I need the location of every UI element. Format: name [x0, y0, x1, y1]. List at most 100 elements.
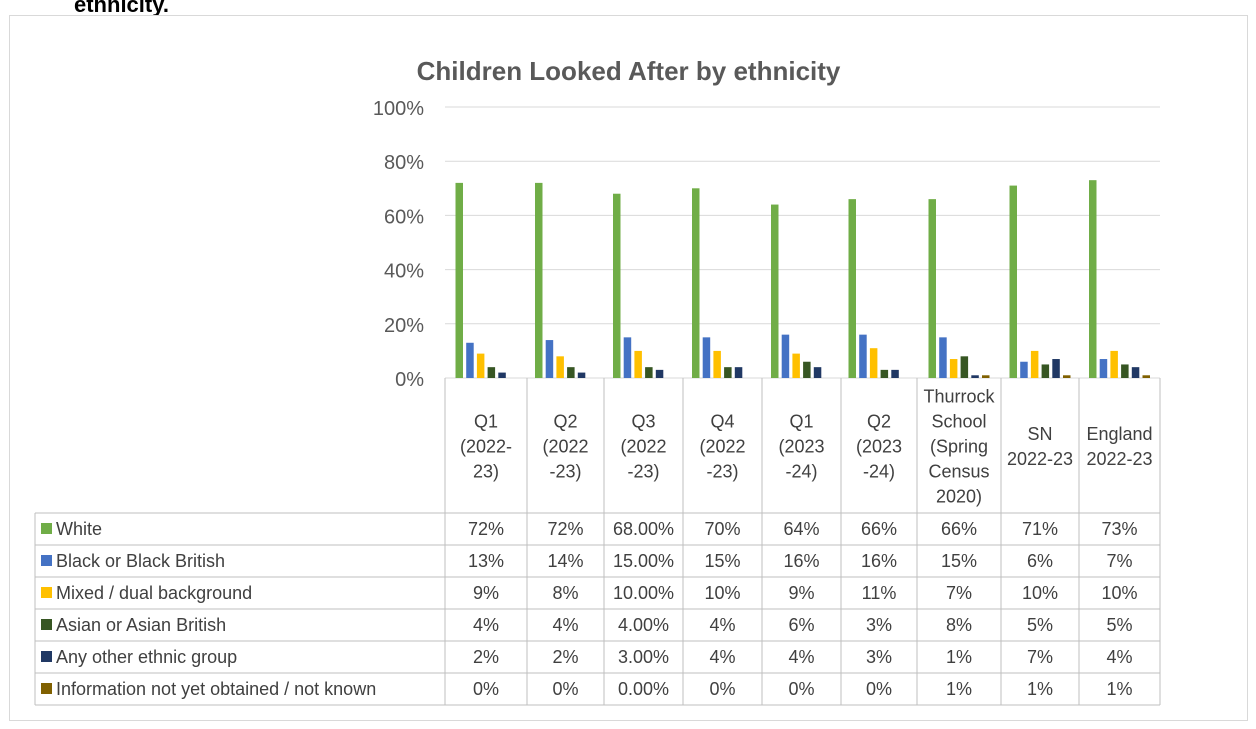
category-label: SN	[1027, 424, 1052, 444]
category-label: England	[1086, 424, 1152, 444]
data-label: 11%	[862, 583, 897, 603]
data-label: 4%	[709, 647, 735, 667]
bar	[1030, 350, 1039, 378]
data-label: 4%	[709, 615, 735, 635]
data-label: 15.00%	[613, 551, 674, 571]
category-label: -23)	[549, 462, 581, 482]
bar	[1041, 364, 1050, 378]
bar	[949, 359, 958, 378]
category-label: 2020)	[936, 487, 982, 507]
bar	[476, 353, 485, 378]
category-label: Q2	[867, 412, 891, 432]
legend-key	[41, 683, 52, 694]
bar	[577, 372, 586, 378]
legend-key	[41, 587, 52, 598]
bar	[792, 353, 800, 378]
bars	[455, 180, 1150, 378]
category-label: (2022	[620, 437, 666, 457]
data-label: 3.00%	[618, 647, 669, 667]
category-label: Q3	[631, 412, 655, 432]
data-label: 72%	[468, 519, 504, 539]
data-label: 9%	[473, 583, 499, 603]
bar	[848, 199, 856, 378]
data-label: 73%	[1101, 519, 1137, 539]
category-label: -24)	[785, 462, 817, 482]
data-label: 10%	[1022, 583, 1058, 603]
data-label: 7%	[946, 583, 972, 603]
bar	[803, 361, 811, 378]
bar	[567, 367, 575, 378]
data-label: 15%	[704, 551, 740, 571]
bar	[960, 356, 969, 378]
bar	[613, 193, 621, 378]
category-label: 2022-23	[1086, 449, 1152, 469]
category-label: School	[931, 412, 986, 432]
category-label: (2022-	[460, 437, 512, 457]
data-label: 66%	[941, 519, 977, 539]
bar	[545, 340, 554, 378]
category-label: (2022	[542, 437, 588, 457]
bar	[692, 188, 700, 378]
category-label: 2022-23	[1007, 449, 1073, 469]
data-label: 14%	[547, 551, 583, 571]
bar	[645, 367, 653, 378]
bar	[1063, 375, 1071, 378]
category-label: (2022	[699, 437, 745, 457]
data-label: 0%	[709, 679, 735, 699]
data-label: 4%	[552, 615, 578, 635]
data-label: 0%	[552, 679, 578, 699]
legend-label: Asian or Asian British	[56, 615, 226, 635]
bar	[455, 182, 463, 378]
data-label: 3%	[866, 647, 892, 667]
y-tick-label: 80%	[384, 152, 424, 174]
bar	[623, 337, 632, 378]
data-label: 8%	[552, 583, 578, 603]
bar	[535, 182, 543, 378]
legend-key	[41, 523, 52, 534]
data-label: 66%	[861, 519, 897, 539]
legend-label: Black or Black British	[56, 551, 225, 571]
y-tick-label: 60%	[384, 206, 424, 228]
bar	[891, 369, 899, 378]
data-label: 0%	[788, 679, 814, 699]
bar	[1099, 359, 1108, 378]
bar	[859, 334, 867, 378]
category-label: -24)	[863, 462, 895, 482]
bar	[498, 372, 506, 378]
y-tick-label: 20%	[384, 315, 424, 337]
bar	[1089, 180, 1097, 378]
category-label: -23)	[706, 462, 738, 482]
bar	[971, 375, 979, 378]
data-label: 3%	[866, 615, 892, 635]
data-label: 16%	[783, 551, 819, 571]
data-label: 7%	[1027, 647, 1053, 667]
data-label: 13%	[468, 551, 504, 571]
data-label: 2%	[552, 647, 578, 667]
bar	[634, 350, 642, 378]
category-label: -23)	[627, 462, 659, 482]
data-label: 8%	[946, 615, 972, 635]
bar	[466, 342, 474, 378]
bar	[713, 350, 721, 378]
data-label: 15%	[941, 551, 977, 571]
data-label: 71%	[1022, 519, 1058, 539]
bar	[939, 337, 947, 378]
bar	[556, 356, 564, 378]
bar	[702, 337, 711, 378]
data-label: 0%	[866, 679, 892, 699]
bar	[734, 367, 743, 378]
category-label: (2023	[856, 437, 902, 457]
bar	[1052, 359, 1060, 378]
bar	[869, 348, 878, 378]
data-label: 6%	[1027, 551, 1053, 571]
legend-label: Information not yet obtained / not known	[56, 679, 376, 699]
data-label: 6%	[788, 615, 814, 635]
bar	[928, 199, 936, 378]
legend-label: White	[56, 519, 102, 539]
category-label: Thurrock	[923, 387, 995, 407]
category-label: Q1	[789, 412, 813, 432]
bar	[1121, 364, 1129, 378]
data-label: 5%	[1027, 615, 1053, 635]
data-label: 10.00%	[613, 583, 674, 603]
y-tick-label: 0%	[395, 369, 424, 391]
